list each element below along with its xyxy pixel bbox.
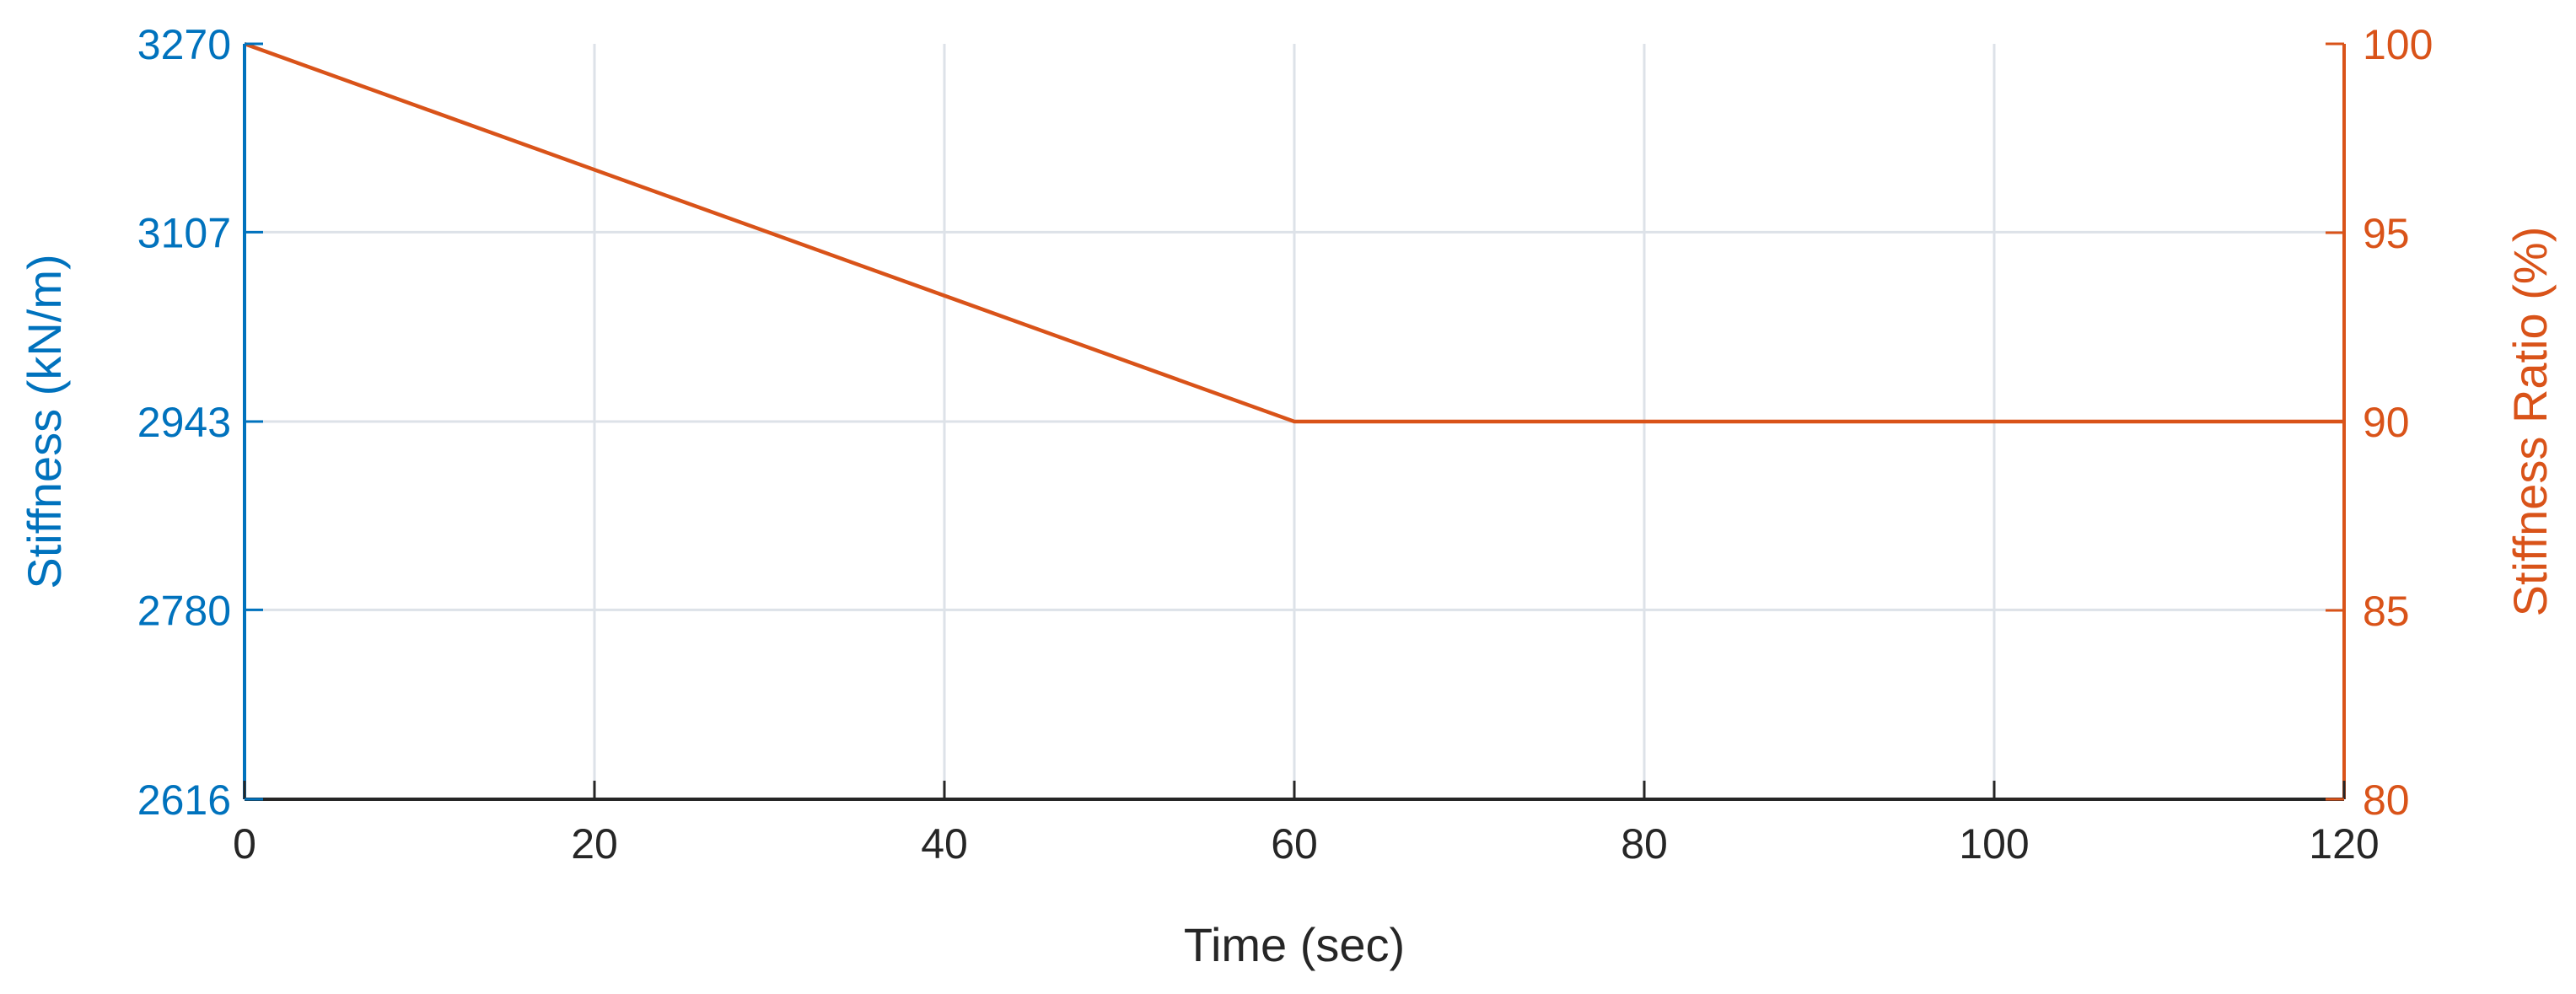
y-right-tick-label: 85 bbox=[2363, 588, 2410, 635]
y-left-tick-label: 2780 bbox=[137, 587, 231, 634]
tick-labels: 0 20 40 60 80 100 120 2616 2780 2943 3107 3270 80 85 9… bbox=[137, 21, 2433, 868]
series-layer bbox=[244, 41, 2344, 424]
y-right-tick-label: 80 bbox=[2363, 776, 2410, 824]
y-axis-right-label: Stiffness Ratio (%) bbox=[2503, 227, 2557, 617]
y-left-tick-label: 3270 bbox=[137, 21, 231, 68]
x-tick-label: 60 bbox=[1271, 820, 1318, 868]
y-right-tick-label: 90 bbox=[2363, 399, 2410, 446]
x-tick-label: 100 bbox=[1959, 820, 2029, 868]
y-left-tick-label: 2943 bbox=[137, 399, 231, 446]
y-left-tick-label: 3107 bbox=[137, 209, 231, 256]
series-line bbox=[244, 41, 2344, 424]
x-tick-label: 0 bbox=[233, 820, 256, 868]
x-tick-label: 80 bbox=[1621, 820, 1668, 868]
x-tick-label: 120 bbox=[2309, 820, 2379, 868]
y-right-tick-label: 100 bbox=[2363, 21, 2433, 68]
x-tick-label: 20 bbox=[571, 820, 618, 868]
x-axis-label: Time (sec) bbox=[1184, 918, 1405, 971]
y-axis-left-label: Stiffness (kN/m) bbox=[18, 254, 71, 588]
y-left-tick-label: 2616 bbox=[137, 776, 231, 824]
y-right-tick-label: 95 bbox=[2363, 210, 2410, 257]
axes bbox=[243, 42, 2346, 801]
x-tick-label: 40 bbox=[921, 820, 968, 868]
